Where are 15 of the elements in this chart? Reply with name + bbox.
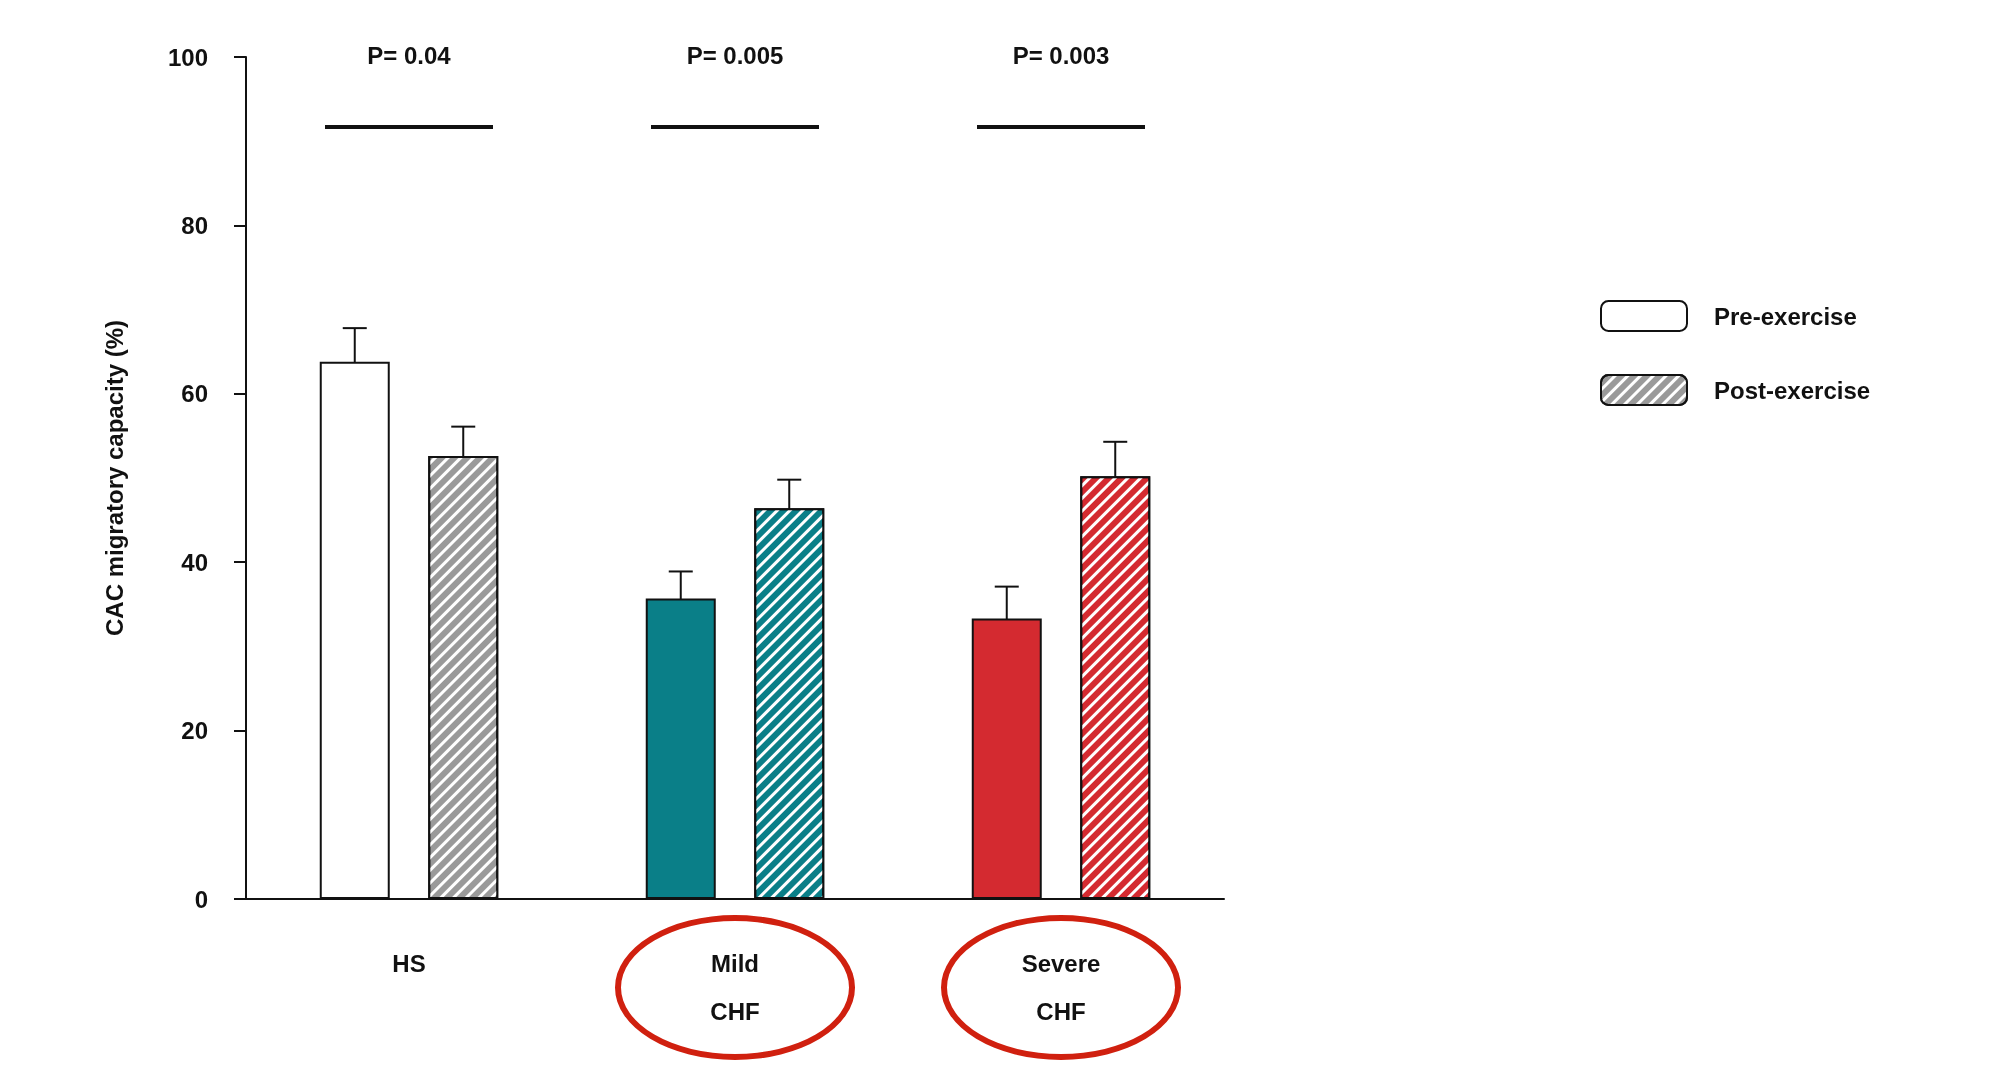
legend-label: Pre-exercise [1714, 302, 1857, 330]
annotation: P= 0.005 [685, 42, 785, 70]
y-tick-label: 80 [181, 211, 208, 239]
x-tick-label: Mild CHF [710, 949, 760, 1025]
x-tick-label: HS [392, 949, 426, 977]
x-tick-label: Severe CHF [1021, 949, 1101, 1025]
annotation: P= 0.003 [1011, 42, 1111, 70]
y-tick-label: 100 [167, 43, 208, 71]
y-tick-label: 20 [181, 717, 208, 745]
legend-label: Post-exercise [1714, 376, 1871, 404]
y-tick-label: 0 [194, 885, 208, 913]
y-tick-label: 60 [181, 380, 208, 408]
y-axis-title: CAC migratory capacity (%) [100, 319, 128, 637]
annotation: P= 0.04 [366, 42, 452, 70]
y-tick-label: 40 [181, 548, 208, 576]
